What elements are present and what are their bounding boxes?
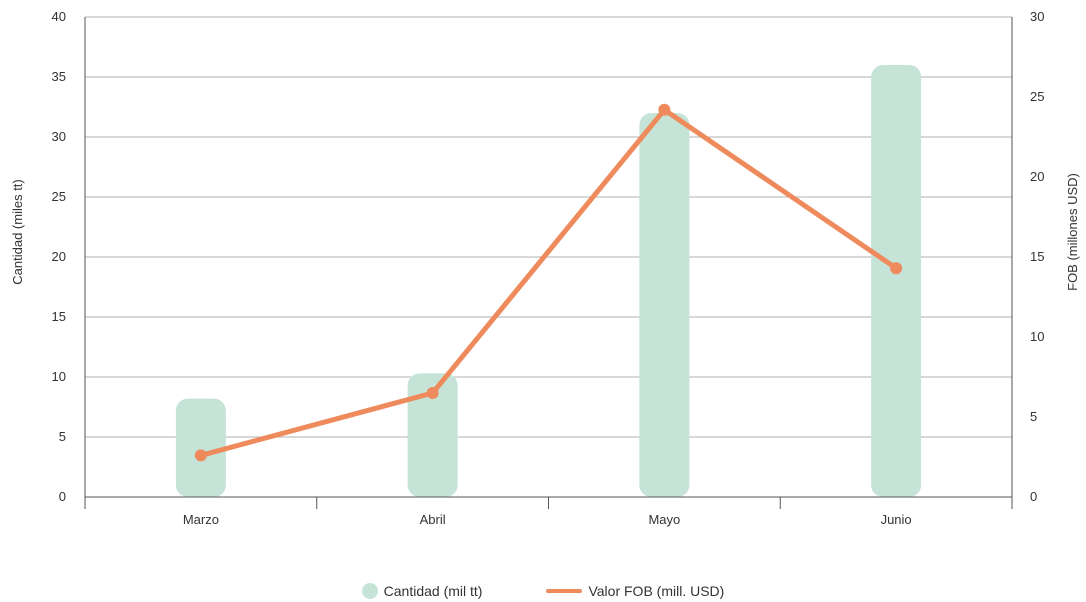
line-point <box>890 262 903 275</box>
bar <box>639 113 690 497</box>
bar <box>175 398 226 497</box>
gridlines <box>85 16 1012 438</box>
bar <box>871 65 922 497</box>
y-axis-right-title: FOB (millones USD) <box>1065 173 1080 291</box>
line-series <box>194 103 903 462</box>
line-path <box>198 107 899 458</box>
y-left-tick-label: 0 <box>59 489 66 504</box>
y-left-tick-label: 15 <box>52 309 66 324</box>
axes: 0 5 10 15 20 25 30 35 40 0 5 10 15 20 25 30 Marzo Abril Ma… <box>52 9 1045 527</box>
y-left-tick-label: 25 <box>52 189 66 204</box>
legend-line-label: Valor FOB (mill. USD) <box>588 583 725 599</box>
y-left-tick-label: 35 <box>52 69 66 84</box>
combo-chart: 0 5 10 15 20 25 30 35 40 0 5 10 15 20 25 30 Marzo Abril Ma… <box>10 9 1080 527</box>
y-right-tick-label: 0 <box>1030 489 1037 504</box>
legend: Cantidad (mil tt) Valor FOB (mill. USD) <box>0 580 1086 602</box>
y-right-tick-label: 30 <box>1030 9 1044 24</box>
y-left-tick-label: 40 <box>52 9 66 24</box>
y-right-tick-label: 15 <box>1030 249 1044 264</box>
x-tick-label: Abril <box>420 512 446 527</box>
line-point <box>426 387 439 399</box>
y-left-tick-label: 5 <box>59 429 66 444</box>
y-right-tick-label: 25 <box>1030 89 1044 104</box>
line-point <box>194 449 207 462</box>
bar <box>407 373 458 497</box>
y-right-tick-label: 10 <box>1030 329 1044 344</box>
legend-bar-swatch <box>361 583 378 599</box>
x-tick-label: Marzo <box>183 512 219 527</box>
legend-item-line: Valor FOB (mill. USD) <box>546 583 724 599</box>
bar-series <box>175 65 922 497</box>
y-left-tick-label: 20 <box>52 249 66 264</box>
legend-item-bar: Cantidad (mil tt) <box>361 583 483 599</box>
y-left-tick-label: 10 <box>52 369 66 384</box>
legend-bar-label: Cantidad (mil tt) <box>383 583 483 599</box>
x-tick-label: Mayo <box>648 512 680 527</box>
legend-line-swatch <box>546 589 583 593</box>
x-tick-label: Junio <box>881 512 912 527</box>
line-point <box>658 103 671 116</box>
y-axis-left-title: Cantidad (miles tt) <box>10 179 25 284</box>
y-right-tick-label: 20 <box>1030 169 1044 184</box>
y-right-tick-label: 5 <box>1030 409 1037 424</box>
y-left-tick-label: 30 <box>52 129 66 144</box>
